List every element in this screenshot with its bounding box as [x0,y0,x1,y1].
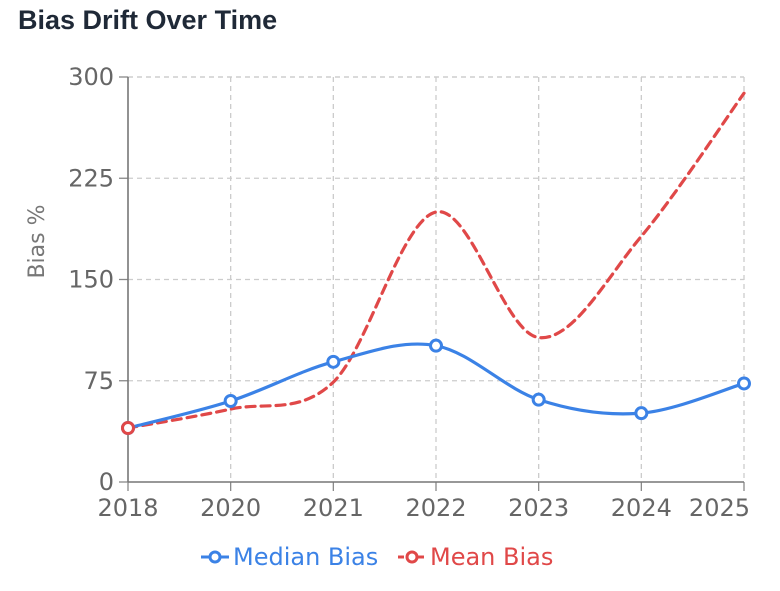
x-tick-label: 2024 [611,494,672,522]
median-bias-point[interactable] [223,394,238,408]
x-tick-label: 2023 [508,494,569,522]
mean-bias-point[interactable] [121,421,135,435]
median-bias-point[interactable] [634,406,649,421]
mean-bias-line [126,91,746,430]
x-tick-label: 2020 [200,494,261,522]
median-bias-point[interactable] [429,338,443,353]
axes: 0 75 150 225 300 2018 2020 2021 2022 2023 2024 2025… [25,63,750,522]
x-tick-label: 2018 [97,494,158,522]
y-axis-title: Bias % [25,204,50,278]
median-bias-point[interactable] [326,354,341,369]
grid [128,76,745,482]
legend-label: Median Bias [233,543,378,571]
x-tick-label: 2021 [303,494,364,522]
legend[interactable]: Median Bias Mean Bias [201,543,553,571]
y-tick-label: 150 [68,266,114,294]
legend-swatch-marker [208,550,222,564]
chart-title: Bias Drift Over Time [18,5,278,35]
legend-item-mean-bias[interactable]: Mean Bias [398,543,553,571]
median-bias-point[interactable] [737,376,751,391]
series-lines [121,91,751,435]
median-bias-point[interactable] [531,392,546,407]
x-tick-label: 2025 [689,494,750,522]
y-tick-label: 75 [83,367,114,395]
y-tick-label: 225 [68,164,114,192]
y-tick-label: 300 [68,63,114,91]
legend-item-median-bias[interactable]: Median Bias [201,543,378,571]
x-tick-label: 2022 [405,494,466,522]
legend-label: Mean Bias [430,543,553,571]
legend-swatch-marker [405,550,419,564]
y-tick-label: 0 [99,468,114,496]
